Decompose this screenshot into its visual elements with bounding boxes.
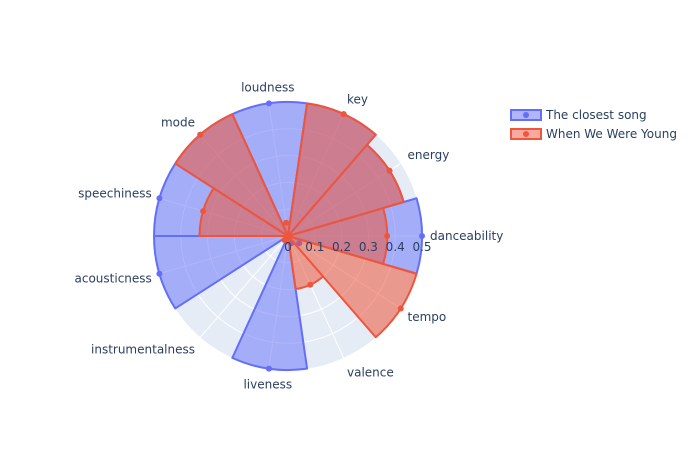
data-point <box>283 219 290 226</box>
legend-item-closest-song[interactable]: The closest song <box>510 108 647 122</box>
data-point <box>197 131 204 138</box>
data-point <box>265 100 272 107</box>
radial-tick-label: 0.5 <box>412 240 431 254</box>
legend-item-when-we-were-young[interactable]: When We Were Young <box>510 127 677 141</box>
data-point <box>386 167 393 174</box>
radial-tick-layer: 0 0.1 0.2 0.3 0.4 0.5 <box>284 240 431 254</box>
data-point <box>397 305 404 312</box>
series-when-we-were-young <box>174 102 418 339</box>
axis-label-layer: danceability energy key loudness mode speechi… <box>75 81 504 392</box>
axis-label-danceability: danceability <box>430 229 503 243</box>
radial-tick-label: 0.4 <box>386 240 405 254</box>
data-point <box>265 365 272 372</box>
series-layer <box>153 100 425 372</box>
data-point <box>307 281 314 288</box>
axis-label-loudness: loudness <box>241 81 294 95</box>
axis-label-speechiness: speechiness <box>78 187 152 201</box>
data-point <box>384 233 391 239</box>
axis-label-tempo: tempo <box>408 310 447 324</box>
legend-marker-when-we-were-young <box>523 131 529 137</box>
legend-marker-closest-song <box>523 112 529 118</box>
axis-label-instrumentalness: instrumentalness <box>91 342 195 356</box>
series-area <box>174 102 418 339</box>
data-point <box>156 270 163 277</box>
legend-label-closest-song: The closest song <box>545 108 647 122</box>
data-point <box>419 233 425 239</box>
radial-tick-label: 0.3 <box>359 240 378 254</box>
data-point <box>200 208 207 215</box>
radial-tick-label: 0.2 <box>332 240 351 254</box>
data-point <box>284 238 291 245</box>
axis-label-acousticness: acousticness <box>75 271 152 285</box>
legend-label-when-we-were-young: When We Were Young <box>546 127 677 141</box>
axis-label-liveness: liveness <box>243 378 292 392</box>
axis-label-valence: valence <box>347 365 394 379</box>
axis-label-key: key <box>347 93 368 107</box>
data-point <box>156 195 163 202</box>
angular-grid-line <box>199 235 289 338</box>
data-point <box>340 111 347 118</box>
axis-label-mode: mode <box>161 116 195 130</box>
radial-tick-label: 0.1 <box>305 240 324 254</box>
axis-label-energy: energy <box>408 148 450 162</box>
radial-tick-label: 0 <box>284 240 292 254</box>
legend: The closest song When We Were Young <box>510 108 677 141</box>
